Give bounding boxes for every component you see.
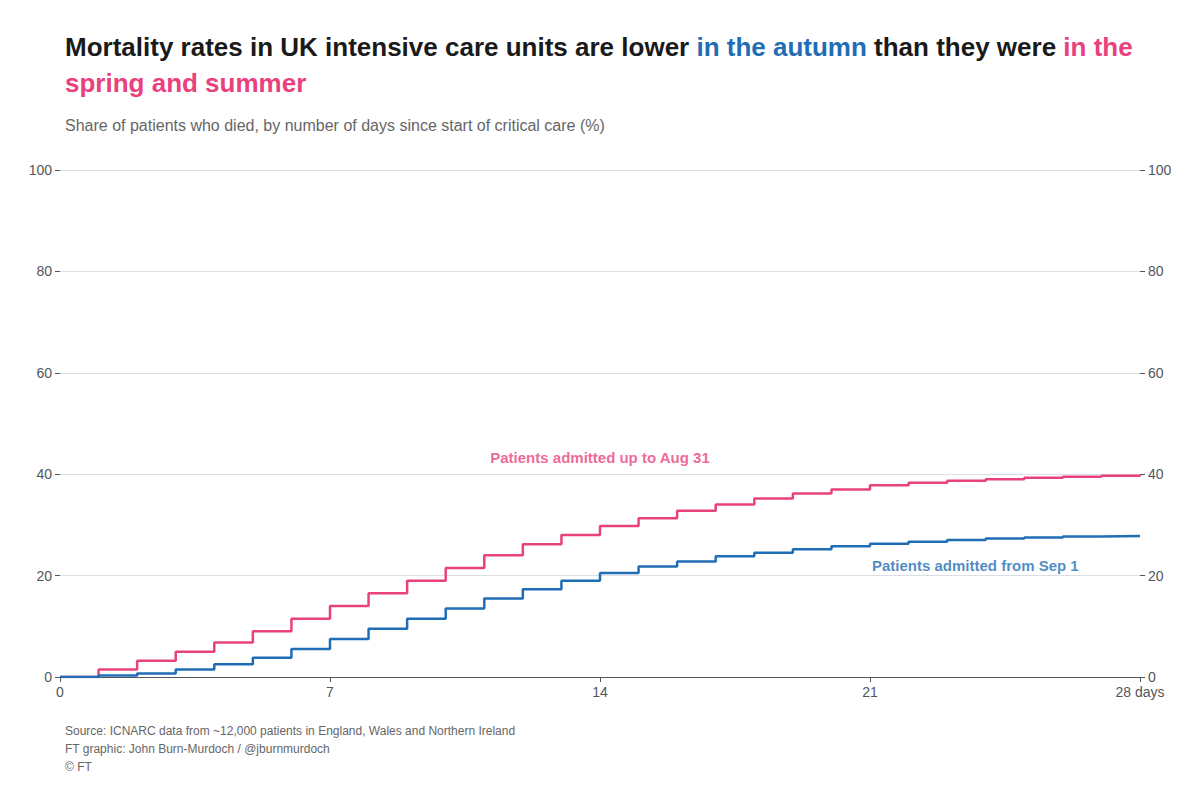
svg-text:21: 21 bbox=[862, 684, 878, 700]
svg-text:80: 80 bbox=[1148, 263, 1164, 279]
svg-text:Mortality rates in UK intensiv: Mortality rates in UK intensive care uni… bbox=[65, 32, 696, 62]
svg-text:28 days: 28 days bbox=[1115, 684, 1164, 700]
svg-text:80: 80 bbox=[36, 263, 52, 279]
svg-text:Patients admitted from Sep 1: Patients admitted from Sep 1 bbox=[872, 557, 1079, 574]
svg-text:0: 0 bbox=[56, 684, 64, 700]
svg-text:spring and summer: spring and summer bbox=[65, 68, 306, 98]
svg-text:40: 40 bbox=[36, 466, 52, 482]
svg-text:20: 20 bbox=[36, 568, 52, 584]
svg-text:Patients admitted up to Aug 31: Patients admitted up to Aug 31 bbox=[490, 449, 709, 466]
svg-text:© FT: © FT bbox=[65, 760, 93, 774]
svg-text:40: 40 bbox=[1148, 466, 1164, 482]
svg-text:in the: in the bbox=[1063, 32, 1140, 62]
svg-text:0: 0 bbox=[44, 669, 52, 685]
svg-text:20: 20 bbox=[1148, 568, 1164, 584]
svg-text:7: 7 bbox=[326, 684, 334, 700]
svg-text:14: 14 bbox=[592, 684, 608, 700]
svg-text:in the autumn: in the autumn bbox=[696, 32, 866, 62]
svg-text:than they were: than they were bbox=[867, 32, 1064, 62]
svg-text:0: 0 bbox=[1148, 669, 1156, 685]
svg-text:100: 100 bbox=[1148, 162, 1172, 178]
svg-text:Source: ICNARC data from ~12,0: Source: ICNARC data from ~12,000 patient… bbox=[65, 724, 515, 738]
svg-text:60: 60 bbox=[36, 365, 52, 381]
svg-text:100: 100 bbox=[29, 162, 53, 178]
svg-text:FT graphic: John Burn-Murdoch: FT graphic: John Burn-Murdoch / @jburnmu… bbox=[65, 742, 330, 756]
svg-text:Share of patients who died, by: Share of patients who died, by number of… bbox=[65, 117, 605, 134]
svg-text:60: 60 bbox=[1148, 365, 1164, 381]
